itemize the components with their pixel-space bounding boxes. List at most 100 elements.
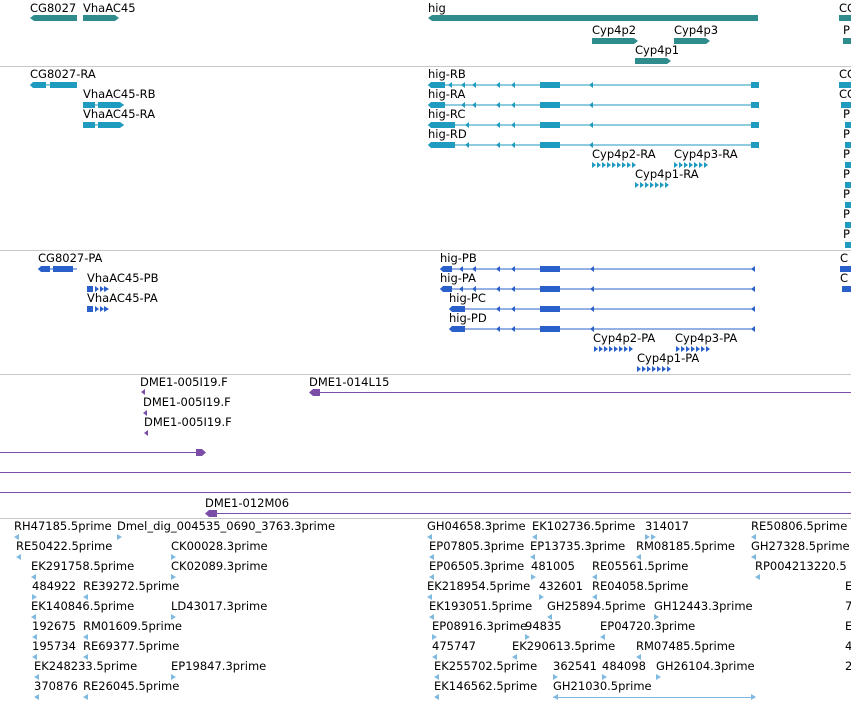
est-feature[interactable]: RE05561.5prime xyxy=(592,559,688,580)
est-feature[interactable]: LD43017.3prime xyxy=(171,599,267,620)
transcript-feature[interactable]: hig-RA xyxy=(428,87,759,108)
protein-feature[interactable]: Cyp4p2-PA xyxy=(593,331,655,352)
protein-feature[interactable]: CG8027-PA xyxy=(38,251,103,272)
est-feature[interactable]: EK290613.5prime xyxy=(512,639,615,660)
transcript-feature[interactable]: hig-RB xyxy=(428,67,759,88)
est-feature[interactable]: RH47185.5prime xyxy=(14,519,112,540)
est-feature[interactable]: RE50806.5prime xyxy=(751,519,847,540)
gene-bar[interactable] xyxy=(635,58,671,64)
est-feature[interactable]: EP19847.3prime xyxy=(171,659,266,680)
est-feature[interactable]: EK248233.5prime xyxy=(34,659,137,680)
est-feature[interactable]: E xyxy=(845,619,851,633)
est-feature[interactable]: EP08916.3prime xyxy=(432,619,527,640)
est-feature[interactable]: GH25894.5prime xyxy=(547,599,646,620)
transcript-feature[interactable]: P xyxy=(843,147,851,168)
protein-feature[interactable]: C xyxy=(840,251,851,272)
gene-feature[interactable]: P xyxy=(843,23,851,44)
est-feature[interactable]: EK146562.5prime xyxy=(434,679,537,700)
est-feature[interactable]: RE50422.5prime xyxy=(16,539,112,560)
est-feature[interactable]: 432601 xyxy=(539,579,583,600)
est-feature[interactable]: EP13735.3prime xyxy=(530,539,625,560)
transcript-feature[interactable]: hig-RD xyxy=(428,127,759,148)
protein-feature[interactable]: hig-PD xyxy=(449,311,755,332)
protein-feature[interactable]: VhaAC45-PB xyxy=(87,271,159,292)
gene-feature[interactable]: VhaAC45 xyxy=(83,1,136,21)
est-feature[interactable]: 7 xyxy=(845,599,851,613)
gene-bar[interactable] xyxy=(843,38,851,44)
est-feature[interactable]: GH27328.5prime xyxy=(751,539,850,560)
est-feature[interactable]: 2 xyxy=(845,659,851,673)
est-feature[interactable]: 4 xyxy=(845,639,851,653)
est-feature[interactable]: EP07805.3prime xyxy=(429,539,524,560)
est-feature[interactable]: 94835 xyxy=(525,619,562,640)
est-feature[interactable]: EP04720.3prime xyxy=(600,619,695,640)
gene-feature[interactable]: Cyp4p3 xyxy=(674,23,718,44)
clone-feature[interactable]: DME1-005I19.F xyxy=(143,395,231,416)
est-feature[interactable]: EK218954.5prime xyxy=(427,579,530,600)
gene-bar[interactable] xyxy=(428,15,758,21)
transcript-feature[interactable]: CG xyxy=(839,87,851,108)
est-feature[interactable]: EK140846.5prime xyxy=(31,599,134,620)
gene-feature[interactable]: CG8027 xyxy=(30,1,77,21)
est-feature[interactable]: EP06505.3prime xyxy=(429,559,524,580)
est-feature[interactable]: CK00028.3prime xyxy=(171,539,268,560)
transcript-feature[interactable]: P xyxy=(843,167,851,188)
protein-feature[interactable]: hig-PB xyxy=(440,251,755,272)
est-feature[interactable]: CK02089.3prime xyxy=(171,559,268,580)
est-feature[interactable]: RE39272.5prime xyxy=(83,579,179,600)
gene-feature[interactable]: Cyp4p2 xyxy=(592,23,638,44)
clone-feature[interactable]: DME1-012M06 xyxy=(205,496,851,517)
gene-bar[interactable] xyxy=(674,38,710,44)
est-feature[interactable]: EK193051.5prime xyxy=(429,599,532,620)
protein-feature[interactable]: hig-PC xyxy=(449,291,755,312)
gene-feature[interactable]: hig xyxy=(428,1,758,21)
gene-bar[interactable] xyxy=(839,15,851,21)
gene-feature[interactable]: CG xyxy=(839,1,851,21)
clone-feature[interactable]: DME1-005I19.F xyxy=(144,415,232,436)
transcript-feature[interactable]: Cyp4p2-RA xyxy=(592,147,656,168)
est-feature[interactable]: 314017 xyxy=(645,519,689,540)
est-feature[interactable]: 370876 xyxy=(34,679,78,700)
est-feature[interactable]: RE26045.5prime xyxy=(83,679,179,700)
clone-feature[interactable]: DME1-005I19.F xyxy=(140,375,228,395)
est-feature[interactable]: RM01609.5prime xyxy=(83,619,182,640)
clone-feature[interactable]: DME1-014L15 xyxy=(309,375,851,396)
est-feature[interactable]: RM07485.5prime xyxy=(636,639,735,660)
gene-bar[interactable] xyxy=(30,15,77,21)
est-feature[interactable]: GH12443.3prime xyxy=(654,599,753,620)
gene-bar[interactable] xyxy=(592,38,638,44)
est-feature[interactable]: 362541 xyxy=(553,659,597,680)
est-feature[interactable]: 484098 xyxy=(602,659,646,680)
transcript-feature[interactable]: hig-RC xyxy=(428,107,759,128)
transcript-feature[interactable]: VhaAC45-RA xyxy=(83,107,155,128)
transcript-feature[interactable]: P xyxy=(843,107,851,128)
est-feature[interactable]: EK291758.5prime xyxy=(31,559,134,580)
est-feature[interactable]: 475747 xyxy=(432,639,476,660)
transcript-feature[interactable]: P xyxy=(843,127,851,148)
protein-feature[interactable]: Cyp4p3-PA xyxy=(675,331,737,352)
est-feature[interactable]: 195734 xyxy=(32,639,76,660)
gene-feature[interactable]: Cyp4p1 xyxy=(635,43,679,64)
est-feature[interactable]: E xyxy=(845,579,851,593)
est-feature[interactable]: 481005 xyxy=(531,559,575,580)
est-feature[interactable]: EK102736.5prime xyxy=(532,519,635,540)
protein-feature[interactable]: C xyxy=(840,271,851,292)
est-feature[interactable]: RM08185.5prime xyxy=(636,539,735,560)
transcript-feature[interactable]: P xyxy=(843,207,851,228)
transcript-feature[interactable]: VhaAC45-RB xyxy=(83,87,156,108)
est-feature[interactable]: Dmel_dig_004535_0690_3763.3prime xyxy=(117,519,335,540)
protein-feature[interactable]: VhaAC45-PA xyxy=(87,291,158,312)
transcript-feature[interactable]: CG8027-RA xyxy=(30,67,96,88)
transcript-feature[interactable]: Cyp4p3-RA xyxy=(674,147,738,168)
est-feature[interactable]: RE04058.5prime xyxy=(592,579,688,600)
est-feature[interactable]: GH26104.3prime xyxy=(656,659,755,680)
est-feature[interactable]: EK255702.5prime xyxy=(434,659,537,680)
est-feature[interactable]: 192675 xyxy=(32,619,76,640)
protein-feature[interactable]: hig-PA xyxy=(440,271,755,292)
est-feature[interactable]: RP004213220.5 xyxy=(755,559,847,580)
transcript-feature[interactable]: CG xyxy=(839,67,851,88)
protein-feature[interactable]: Cyp4p1-PA xyxy=(637,351,699,372)
transcript-feature[interactable]: P xyxy=(843,187,851,208)
transcript-feature[interactable]: P xyxy=(843,227,851,248)
est-feature[interactable]: GH04658.3prime xyxy=(427,519,526,540)
